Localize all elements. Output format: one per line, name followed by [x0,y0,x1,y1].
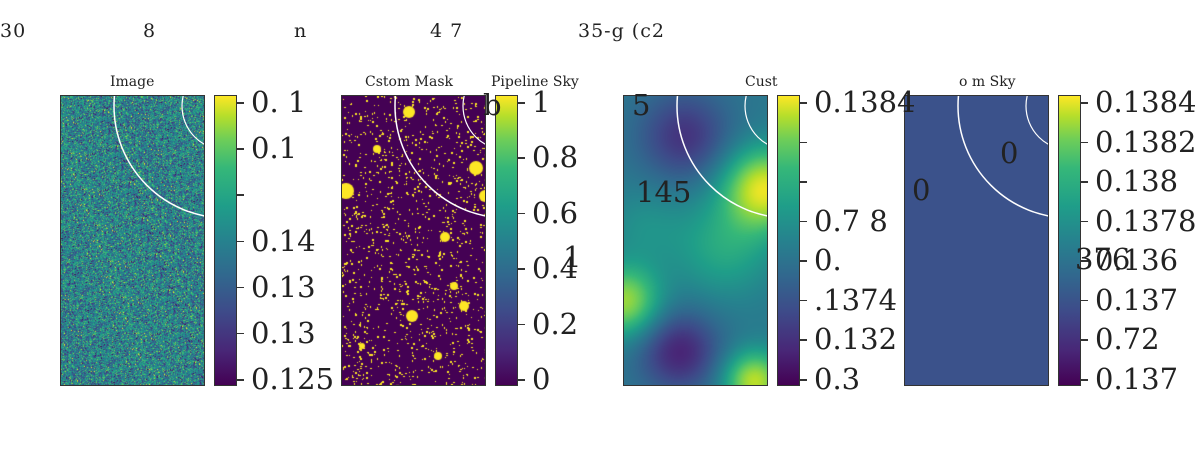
colorbar-tick [237,194,244,196]
colorbar-tick-label: 0.136 [1095,243,1179,278]
colorbar-tick-label: 0.3 [814,362,861,396]
aperture-circle [1025,96,1048,145]
colorbar-tick-label: 0.14 [251,223,316,258]
image-panel [60,95,205,386]
colorbar-tick-label: 0. [814,243,842,278]
overlay-text: 5 [632,88,651,122]
colorbar-tick-label: 0.125 [251,362,335,396]
colorbar-tick [518,157,525,159]
colorbar-tick [1081,299,1088,302]
mask-panel [341,95,486,386]
colorbar-tick-label: 0.1384 [1095,85,1197,119]
aperture-circle [113,96,204,217]
top-label-3: n [294,20,308,42]
colorbar-tick [800,220,807,223]
colorbar-tick [518,379,525,381]
colorbar-tick [518,323,525,326]
panel-title-sky: o m Sky [959,74,1016,90]
image-colorbar [214,95,237,386]
panel-title-custom: Cust [745,74,778,90]
aperture-circle [676,96,767,217]
aperture-circles [676,96,767,217]
colorbar-tick [1081,339,1088,341]
colorbar-tick [800,299,807,302]
colorbar-tick-label: 0.8 [532,140,579,175]
colorbar-tick-label: 0.1 [251,131,298,166]
aperture-circle [394,96,485,217]
aperture-circles [957,96,1048,217]
colorbar-tick [800,379,807,381]
custom-sky-heatmap [624,96,767,385]
overlay-text: b [483,88,502,122]
colorbar-tick-label: 0.1378 [1095,203,1197,238]
mask-heatmap [342,96,485,385]
top-label-1: 30 [0,20,27,42]
overlay-text: 1 [563,240,582,274]
colorbar-tick [1081,260,1088,262]
colorbar-tick [518,212,525,215]
colorbar-tick [800,102,807,104]
panel-title-pipeline-sky: Pipeline Sky [491,74,579,90]
top-label-5: 35-g (c2 [578,20,665,42]
top-label-4: 4 7 [430,20,464,42]
aperture-circles [113,96,204,217]
colorbar-tick [800,181,807,183]
colorbar-tick-label: 0.2 [532,306,579,341]
colorbar-tick [1081,102,1088,104]
colorbar-tick-label: 0.138 [1095,164,1179,199]
colorbar-tick-label: 0.137 [1095,362,1179,396]
colorbar-tick [237,240,244,242]
colorbar-tick-label: 0.6 [532,195,579,230]
colorbar-tick-label: 0.13 [251,269,316,304]
colorbar-tick-label: 0.1384 [814,85,916,119]
colorbar-tick-label: 1 [532,85,551,119]
panel-title-image: Image [110,74,155,90]
custom-sky-colorbar [777,95,800,386]
colorbar-tick-label: 0.7 8 [814,203,888,238]
colorbar-tick [800,141,807,144]
colorbar-tick [1081,220,1088,223]
aperture-circle [462,96,485,145]
sky-panel [904,95,1049,386]
colorbar-tick-label: 0 [532,362,551,396]
colorbar-tick [237,332,244,335]
colorbar-tick [237,102,244,104]
colorbar-tick-label: 0.72 [1095,322,1160,357]
image-heatmap [61,96,204,385]
colorbar-tick-label: 0.4 [532,251,579,286]
colorbar-tick-label: .1374 [814,282,898,317]
top-label-2: 8 [143,20,157,42]
colorbar-tick-label: 0.137 [1095,282,1179,317]
colorbar-tick-label: 0.13 [251,315,316,350]
aperture-circle [957,96,1048,217]
overlay-text: 0 [1000,136,1019,170]
sky-colorbar [1058,95,1081,386]
colorbar-tick [1081,181,1088,183]
overlay-text: 0 [912,173,931,207]
colorbar-tick [237,379,244,381]
colorbar-tick [800,260,807,262]
overlay-text: 145 [636,175,692,209]
mask-colorbar [495,95,518,386]
colorbar-tick [800,339,807,341]
colorbar-tick [518,102,525,104]
colorbar-tick [518,268,525,270]
colorbar-tick [237,148,244,150]
colorbar-tick-label: 0.132 [814,322,898,357]
colorbar-tick [1081,379,1088,381]
colorbar-tick [237,286,244,289]
colorbar-tick-label: 0.1382 [1095,124,1197,159]
colorbar-tick [1081,141,1088,144]
aperture-circle [181,96,204,145]
colorbar-tick-label: 0. 1 [251,85,307,119]
custom-sky-panel [623,95,768,386]
aperture-circle [744,96,767,145]
panel-title-mask: Cstom Mask [365,74,454,90]
overlay-text: 376 [1075,242,1131,276]
aperture-circles [394,96,485,217]
